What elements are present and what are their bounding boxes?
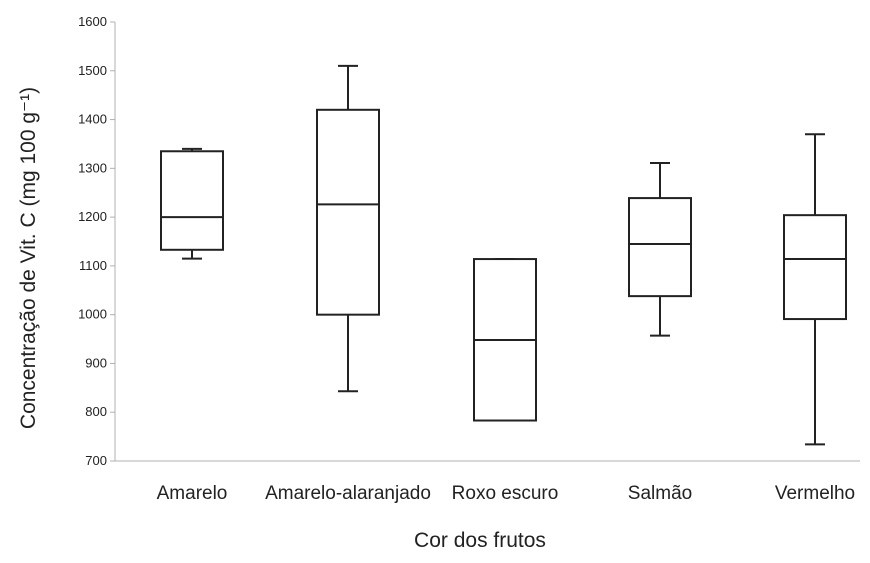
axis-layer: [110, 21, 860, 462]
box-rect-1: [160, 150, 224, 251]
box-layer: [160, 64, 847, 446]
y-tick-label-700: 700: [85, 453, 107, 468]
y-tick-label-1300: 1300: [78, 160, 107, 175]
y-tick-label-1200: 1200: [78, 209, 107, 224]
y-tick-label-900: 900: [85, 355, 107, 370]
x-tick-label-4: Salmão: [628, 483, 692, 504]
x-tick-label-5: Vermelho: [775, 483, 855, 504]
box-rect-2: [316, 108, 380, 316]
y-tick-label-800: 800: [85, 404, 107, 419]
y-tick-label-1600: 1600: [78, 14, 107, 29]
x-axis-title: Cor dos frutos: [414, 529, 546, 552]
box-rect-4: [628, 197, 692, 298]
box-3: [473, 258, 537, 422]
box-1: [160, 147, 224, 260]
y-tick-label-1500: 1500: [78, 63, 107, 78]
box-rect-5: [783, 214, 847, 321]
label-layer: 700 800 900 1000 1100 1200 1300 1400 1500 1600 Ama…: [78, 14, 855, 504]
x-tick-label-1: Amarelo: [157, 483, 228, 504]
box-4: [628, 161, 692, 337]
y-tick-label-1000: 1000: [78, 307, 107, 322]
y-tick-label-1400: 1400: [78, 112, 107, 127]
x-tick-label-3: Roxo escuro: [452, 483, 559, 504]
x-tick-label-2: Amarelo-alaranjado: [265, 483, 431, 504]
y-tick-label-1100: 1100: [79, 258, 107, 273]
y-axis-title: Concentração de Vit. C (mg 100 g⁻¹): [17, 87, 40, 429]
box-2: [316, 64, 380, 393]
box-5: [783, 133, 847, 446]
